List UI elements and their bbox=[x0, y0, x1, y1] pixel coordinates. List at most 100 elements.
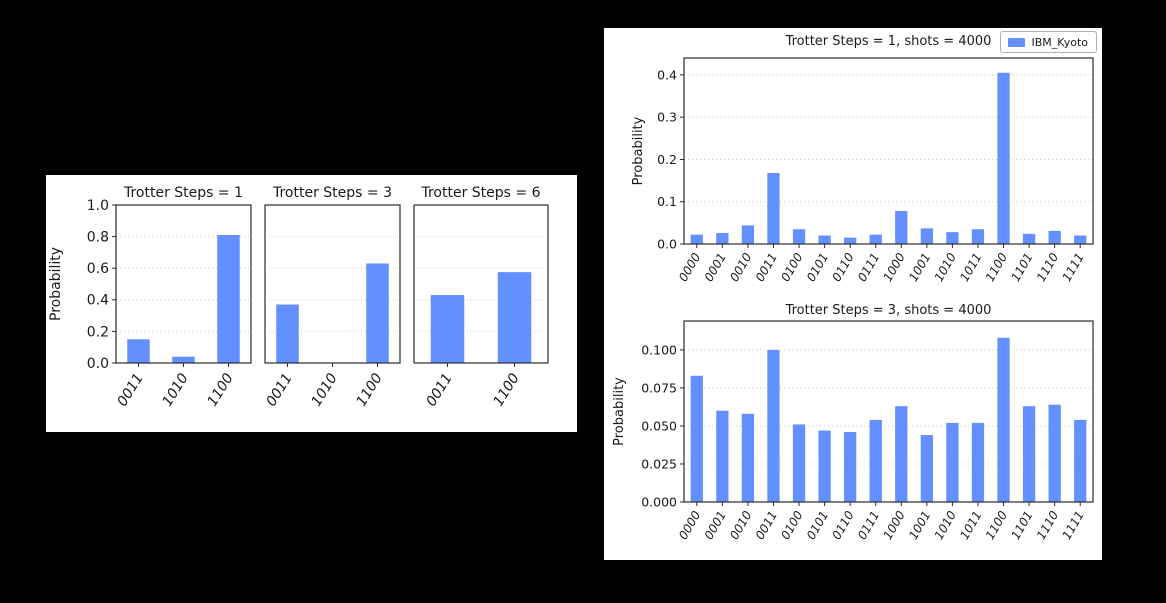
y-axis-label: Probability bbox=[612, 377, 627, 446]
bar-0101 bbox=[818, 235, 831, 244]
x-tick-label: 0000 bbox=[676, 250, 704, 284]
x-tick-label: 1110 bbox=[1034, 508, 1062, 542]
y-tick-label: 0.3 bbox=[657, 110, 677, 125]
x-tick-label: 0101 bbox=[804, 509, 831, 542]
x-tick-label: 0010 bbox=[727, 250, 755, 284]
bar-0111 bbox=[869, 234, 882, 244]
bar-1010 bbox=[946, 232, 959, 244]
x-tick-label: 0001 bbox=[702, 251, 729, 284]
x-tick-label: 0011 bbox=[114, 371, 146, 410]
x-tick-label: 1001 bbox=[906, 251, 933, 284]
bar-0010 bbox=[741, 225, 755, 244]
bar-0001 bbox=[716, 233, 729, 244]
x-tick-label: 0001 bbox=[702, 509, 729, 542]
x-tick-label: 0111 bbox=[855, 509, 882, 542]
x-tick-label: 1000 bbox=[880, 250, 908, 284]
ibm-kyoto-chart: 0000000100100011010001010110011110001001… bbox=[612, 34, 1094, 542]
bar-0111 bbox=[869, 419, 882, 502]
x-tick-label: 1101 bbox=[1008, 509, 1035, 542]
x-tick-label: 1110 bbox=[1034, 250, 1062, 284]
x-tick-label: 1111 bbox=[1059, 251, 1086, 284]
bar-1110 bbox=[1048, 404, 1061, 502]
y-tick-label: 0.1 bbox=[657, 194, 677, 209]
y-tick-label: 0.2 bbox=[87, 324, 109, 340]
x-tick-label: 0111 bbox=[855, 251, 882, 284]
y-tick-label: 0.2 bbox=[657, 152, 677, 167]
y-tick-label: 0.4 bbox=[657, 67, 677, 82]
y-tick-label: 0.8 bbox=[87, 230, 109, 246]
bar-0110 bbox=[844, 432, 857, 502]
bar-1000 bbox=[895, 406, 908, 502]
x-tick-label: 0011 bbox=[423, 371, 455, 410]
x-tick-label: 1010 bbox=[932, 508, 960, 542]
bar-1111 bbox=[1074, 235, 1087, 244]
bar-1100 bbox=[366, 263, 389, 363]
axes-frame bbox=[683, 57, 1094, 245]
x-tick-label: 1011 bbox=[957, 251, 984, 284]
subplot-title: Trotter Steps = 3 bbox=[272, 185, 392, 201]
x-tick-label: 1010 bbox=[159, 371, 191, 410]
y-tick-label: 0.4 bbox=[87, 293, 109, 309]
y-tick-label: 0.000 bbox=[641, 494, 677, 509]
x-tick-label: 0011 bbox=[753, 509, 780, 542]
legend-label: IBM_Kyoto bbox=[1031, 35, 1088, 49]
bar-0011 bbox=[430, 295, 465, 363]
subplot-title: Trotter Steps = 3, shots = 4000 bbox=[785, 303, 992, 318]
x-tick-label: 0100 bbox=[778, 508, 806, 542]
bar-1110 bbox=[1048, 230, 1061, 244]
x-tick-label: 0011 bbox=[263, 371, 295, 410]
x-tick-label: 0010 bbox=[727, 508, 755, 542]
bar-1010 bbox=[172, 356, 195, 363]
x-tick-label: 0011 bbox=[753, 251, 780, 284]
x-tick-label: 0101 bbox=[804, 251, 831, 284]
x-tick-label: 1011 bbox=[957, 509, 984, 542]
x-tick-label: 0110 bbox=[829, 508, 857, 542]
bar-1000 bbox=[895, 211, 908, 244]
x-tick-label: 1100 bbox=[204, 371, 236, 410]
bar-1011 bbox=[971, 229, 985, 244]
x-tick-label: 1100 bbox=[983, 508, 1011, 542]
bar-1101 bbox=[1022, 233, 1036, 244]
bar-0110 bbox=[844, 237, 857, 244]
bar-0010 bbox=[741, 413, 755, 502]
x-tick-label: 1101 bbox=[1008, 251, 1035, 284]
y-tick-label: 0.075 bbox=[641, 380, 677, 395]
y-tick-label: 0.100 bbox=[641, 342, 677, 357]
axes-frame bbox=[413, 204, 549, 364]
bar-0011 bbox=[127, 339, 150, 363]
x-tick-label: 1010 bbox=[932, 250, 960, 284]
x-tick-label: 1000 bbox=[880, 508, 908, 542]
y-axis-label: Probability bbox=[631, 116, 646, 185]
x-tick-label: 1010 bbox=[308, 371, 340, 410]
x-tick-label: 1100 bbox=[353, 371, 385, 410]
subplot-title: Trotter Steps = 1, shots = 4000 bbox=[785, 34, 992, 49]
y-tick-label: 1.0 bbox=[87, 198, 109, 214]
bar-1001 bbox=[920, 435, 933, 502]
x-tick-label: 1111 bbox=[1059, 509, 1086, 542]
bar-1111 bbox=[1074, 419, 1087, 502]
subplot-title: Trotter Steps = 6 bbox=[420, 185, 540, 201]
bar-0011 bbox=[767, 349, 780, 502]
y-tick-label: 0.0 bbox=[87, 356, 109, 372]
x-tick-label: 1100 bbox=[490, 371, 522, 410]
bar-1100 bbox=[497, 272, 532, 363]
bar-0100 bbox=[792, 229, 806, 244]
bar-0011 bbox=[767, 172, 780, 244]
y-tick-label: 0.6 bbox=[87, 261, 109, 277]
trotter-comparison-figure: 0011 1010 1100 0.0 0.2 0.4 0.6 0.8 1.0 Probabilit… bbox=[46, 175, 577, 432]
bar-1001 bbox=[920, 228, 933, 244]
bar-0100 bbox=[792, 424, 806, 502]
bar-0001 bbox=[716, 410, 729, 502]
bar-0101 bbox=[818, 430, 831, 502]
bar-1010 bbox=[946, 422, 959, 502]
bar-1100 bbox=[997, 72, 1010, 244]
trotter-comparison-chart: 0011 1010 1100 0.0 0.2 0.4 0.6 0.8 1.0 Probabilit… bbox=[48, 185, 549, 410]
subplot-title: Trotter Steps = 1 bbox=[123, 185, 243, 201]
x-tick-label: 0100 bbox=[778, 250, 806, 284]
x-tick-label: 0110 bbox=[829, 250, 857, 284]
y-tick-label: 0.0 bbox=[657, 236, 677, 251]
bar-1100 bbox=[217, 235, 240, 363]
bar-1011 bbox=[971, 422, 985, 502]
bar-1100 bbox=[997, 337, 1010, 502]
